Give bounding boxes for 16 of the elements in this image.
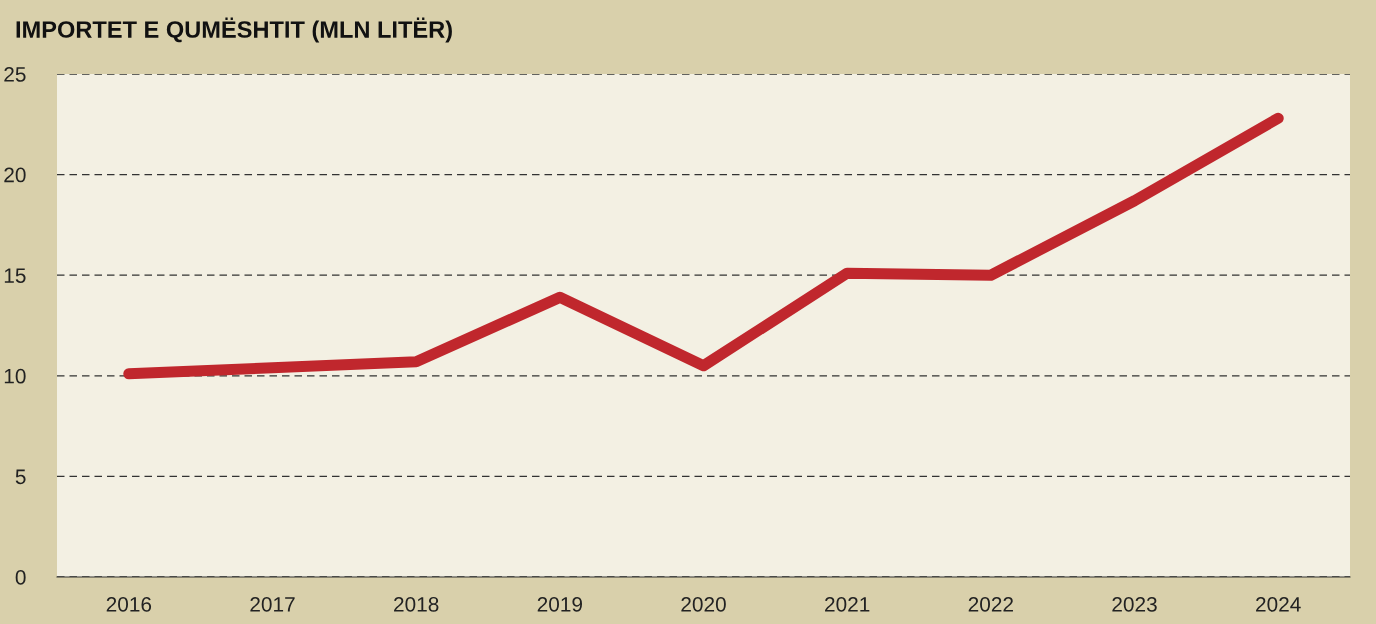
- y-tick-label: 5: [15, 469, 26, 485]
- y-tick-label: 10: [4, 368, 26, 384]
- x-tick-label: 2022: [968, 596, 1013, 612]
- chart-title: IMPORTET E QUMËSHTIT (MLN LITËR): [16, 17, 452, 43]
- x-tick-label: 2020: [681, 596, 726, 612]
- x-tick-label: 2021: [825, 596, 870, 612]
- y-tick-label: 15: [4, 268, 26, 283]
- x-tick-label: 2017: [250, 596, 295, 612]
- x-tick-label: 2018: [394, 596, 439, 612]
- x-tick-label: 2023: [1112, 596, 1157, 612]
- x-tick-label: 2019: [537, 596, 583, 612]
- y-tick-label: 25: [4, 67, 26, 82]
- x-tick-label: 2024: [1256, 596, 1301, 612]
- y-tick-label: 20: [4, 167, 26, 183]
- y-tick-label: 0: [15, 570, 26, 585]
- x-tick-label: 2016: [106, 596, 152, 612]
